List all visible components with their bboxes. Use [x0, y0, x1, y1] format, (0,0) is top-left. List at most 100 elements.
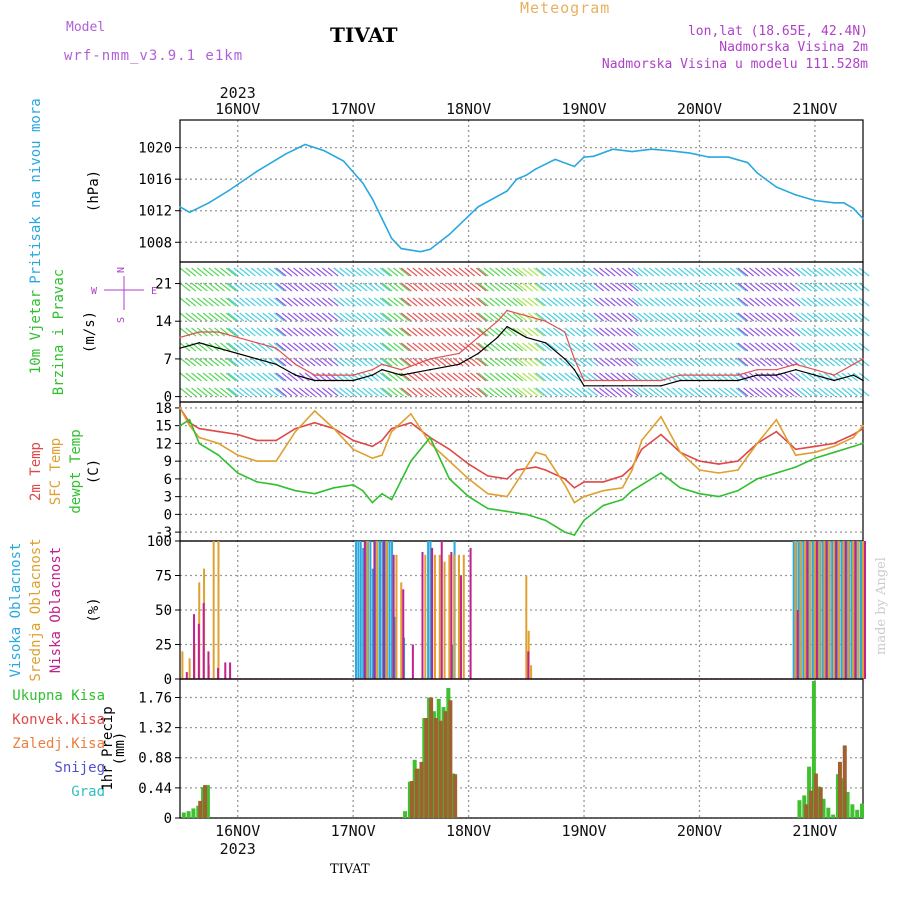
wind-barb	[801, 342, 812, 352]
y-tick-label: 18	[155, 401, 172, 417]
wind-barb	[610, 297, 622, 307]
wind-barb	[208, 297, 220, 307]
wind-barb	[512, 387, 524, 397]
data-point	[333, 379, 335, 382]
wind-barb	[406, 297, 418, 307]
wind-barb	[339, 282, 351, 292]
data-bar	[821, 541, 824, 679]
wind-barb	[350, 327, 362, 337]
data-point	[544, 341, 547, 344]
day-label-top: 17NOV	[331, 100, 376, 118]
wind-barb	[587, 342, 599, 352]
wind-barb	[287, 312, 299, 322]
wind-barb	[643, 312, 655, 322]
data-point	[737, 374, 739, 376]
wind-barb	[362, 327, 374, 337]
y-tick-label: 0.88	[138, 751, 172, 767]
data-point	[352, 484, 354, 486]
wind-barb	[783, 282, 795, 292]
wind-barb	[516, 282, 528, 292]
wind-barb	[743, 342, 755, 352]
wind-barb	[304, 267, 316, 277]
data-bar	[845, 791, 850, 818]
wind-barb	[637, 372, 649, 382]
wind-barb	[500, 372, 512, 382]
wind-barb	[772, 387, 783, 397]
data-bar	[844, 541, 847, 679]
wind-barb	[381, 357, 393, 367]
wind-barb	[506, 282, 518, 292]
wind-barb	[373, 327, 385, 337]
wind-barb	[483, 387, 495, 397]
data-bar	[457, 554, 460, 679]
wind-barb	[683, 297, 695, 307]
wind-barb	[447, 327, 458, 337]
wind-barb	[250, 387, 262, 397]
wind-barb	[368, 372, 379, 382]
data-point	[814, 374, 816, 376]
wind-barb	[262, 267, 274, 277]
wind-barb	[214, 387, 226, 397]
wind-barb	[245, 297, 256, 307]
wind-barb	[729, 282, 741, 292]
data-bar	[362, 547, 365, 679]
wind-barb	[423, 342, 435, 352]
data-point	[390, 427, 393, 430]
wind-barb	[220, 357, 231, 367]
data-point	[563, 478, 566, 480]
wind-barb	[631, 327, 643, 337]
wind-barb	[406, 282, 418, 292]
wind-barb	[695, 282, 706, 292]
data-bar	[825, 541, 828, 679]
wind-barb	[535, 282, 547, 292]
wind-barb	[400, 327, 412, 337]
wind-barb	[522, 282, 533, 292]
wind-barb	[196, 297, 208, 307]
wind-barb	[233, 342, 245, 352]
wind-barb	[356, 267, 368, 277]
wind-barb	[321, 342, 333, 352]
data-point	[679, 374, 682, 376]
wind-barb	[718, 282, 730, 292]
wind-barb	[677, 312, 689, 322]
wind-barb	[729, 372, 741, 382]
wind-barb	[233, 282, 245, 292]
data-point	[333, 486, 335, 489]
wind-barb	[287, 327, 299, 337]
wind-barb	[649, 327, 660, 337]
wind-barb	[789, 387, 801, 397]
wind-barb	[250, 282, 262, 292]
wind-barb	[273, 267, 285, 277]
wind-barb	[666, 267, 678, 277]
data-point	[525, 336, 528, 339]
wind-barb	[470, 282, 481, 292]
wind-barb	[429, 342, 441, 352]
wind-barb	[677, 282, 689, 292]
y-tick-label: 0	[164, 507, 172, 523]
data-point	[313, 379, 316, 382]
wind-barb	[398, 297, 410, 307]
wind-barb	[339, 372, 351, 382]
wind-barb	[558, 267, 570, 277]
wind-barb	[772, 372, 783, 382]
data-point	[852, 207, 855, 210]
wind-barb	[304, 387, 316, 397]
data-point	[573, 501, 576, 504]
model-name: wrf-nmm_v3.9.1 e1km	[64, 48, 244, 64]
wind-barb	[429, 267, 441, 277]
wind-barb	[202, 297, 214, 307]
wind-barb	[847, 342, 858, 352]
wind-barb	[858, 327, 870, 337]
data-point	[256, 460, 258, 462]
wind-barb	[801, 357, 812, 367]
wind-barb	[835, 282, 847, 292]
wind-barb	[858, 342, 870, 352]
data-point	[487, 507, 489, 510]
wind-barb	[464, 297, 476, 307]
data-bar	[411, 644, 414, 679]
wind-barb	[387, 357, 399, 367]
data-bar	[857, 541, 860, 679]
wind-barb	[829, 327, 841, 337]
wind-barb	[250, 297, 262, 307]
wind-barb	[381, 312, 393, 322]
